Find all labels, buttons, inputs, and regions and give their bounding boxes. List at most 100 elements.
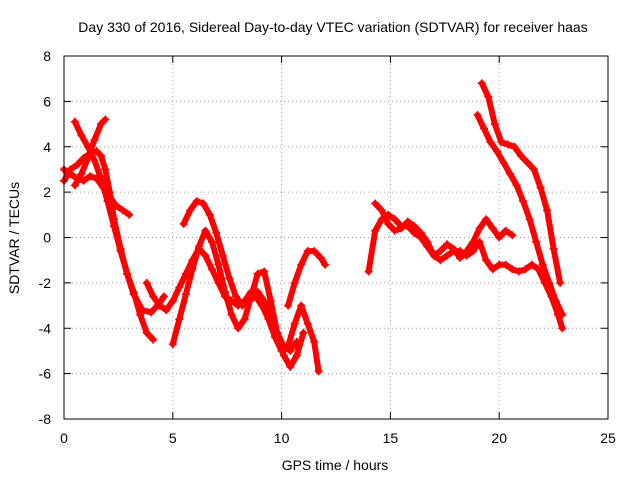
data-point [260,267,269,276]
data-point [273,328,282,337]
data-point [310,247,319,256]
data-point [212,228,221,237]
data-point [482,215,491,224]
data-point [508,265,517,274]
x-axis: 0 5 10 15 20 25 [60,56,616,446]
data-point [112,201,121,210]
data-point [247,292,256,301]
data-point [240,315,249,324]
data-point [488,224,497,233]
data-point [96,120,105,129]
data-point [436,247,445,256]
data-point [149,335,158,344]
series-arc-6 [179,197,286,355]
chart-title: Day 330 of 2016, Sidereal Day-to-day VTE… [78,19,587,35]
data-point [192,197,201,206]
x-tick-label: 0 [60,430,68,446]
data-point [284,342,293,351]
data-point [136,310,145,319]
data-point [397,224,406,233]
data-point [110,222,119,231]
data-point [142,328,151,337]
data-point [371,199,380,208]
series-arc-11 [371,199,517,262]
data-point [479,124,488,133]
data-point [543,206,552,215]
data-point [264,315,273,324]
y-tick-label: 8 [43,48,51,64]
data-point [462,247,471,256]
series-arc-8 [284,247,330,310]
data-point [66,169,75,178]
data-point [279,351,288,360]
data-point [201,226,210,235]
data-point [364,267,373,276]
data-point [527,260,536,269]
series-track [372,200,516,261]
data-point [225,274,234,283]
series-track [478,80,564,286]
data-point [297,301,306,310]
data-point [286,362,295,371]
data-point [436,256,445,265]
series-track [474,112,566,318]
data-point [199,199,208,208]
data-point [147,308,156,317]
data-point [218,251,227,260]
series-arc-9 [284,301,323,376]
data-point [299,328,308,337]
y-tick-label: -8 [39,411,52,427]
data-point [486,138,495,147]
data-layer [60,79,567,376]
y-tick-label: -6 [39,366,52,382]
data-point [77,169,86,178]
x-tick-label: 5 [169,430,177,446]
data-point [488,265,497,274]
data-point [310,337,319,346]
data-point [316,253,325,262]
data-point [238,301,247,310]
series-track [180,198,285,354]
data-point [519,197,528,206]
data-point [73,160,82,169]
x-tick-label: 20 [491,430,507,446]
data-point [194,242,203,251]
data-point [221,287,230,296]
data-point [508,231,517,240]
data-point [101,165,110,174]
data-point [558,324,567,333]
data-point [534,265,543,274]
x-axis-label: GPS time / hours [282,457,389,473]
data-point [160,292,169,301]
series-track [285,248,329,309]
data-point [473,110,482,119]
data-point [521,265,530,274]
data-point [416,228,425,237]
y-axis-label: SDTVAR / TECUs [6,182,22,294]
x-tick-label: 15 [383,430,399,446]
data-point [442,251,451,260]
data-point [266,297,275,306]
data-point [292,351,301,360]
data-point [442,240,451,249]
data-point [499,158,508,167]
data-point [469,238,478,247]
data-point [207,265,216,274]
data-point [536,183,545,192]
data-point [86,172,95,181]
data-point [423,238,432,247]
data-point [371,226,380,235]
data-point [186,206,195,215]
data-point [96,151,105,160]
data-point [532,238,541,247]
grid [64,56,608,419]
data-point [116,247,125,256]
data-point [284,301,293,310]
data-point [377,206,386,215]
data-point [149,292,158,301]
data-point [449,244,458,253]
x-tick-label: 25 [600,430,616,446]
y-tick-label: -4 [39,320,52,336]
y-tick-label: 4 [43,139,51,155]
data-point [390,226,399,235]
